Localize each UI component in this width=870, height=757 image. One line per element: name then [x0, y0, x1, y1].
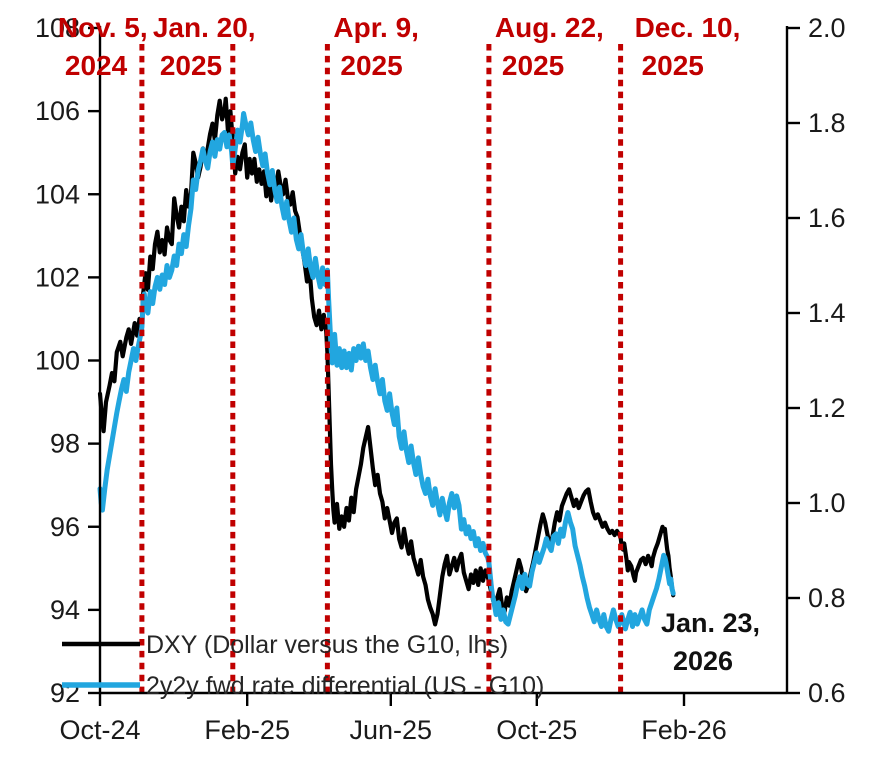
event-date-label-line1: Nov. 5, [58, 12, 148, 43]
x-axis-tick-label: Feb-25 [204, 715, 290, 745]
right-axis-tick-label: 2.0 [808, 13, 846, 43]
left-axis-tick-label: 96 [50, 512, 80, 542]
event-date-label-line2: 2024 [65, 50, 128, 81]
event-date-label-line1: Dec. 10, [635, 12, 741, 43]
right-axis-tick-label: 0.6 [808, 678, 846, 708]
right-axis-tick-label: 1.0 [808, 488, 846, 518]
right-axis-tick-label: 1.4 [808, 298, 846, 328]
left-axis-tick-label: 98 [50, 429, 80, 459]
event-lines-group [139, 44, 624, 693]
legend-label-differential: 2y2y fwd rate differential (US - G10) [146, 672, 544, 700]
event-date-label-line2: 2025 [160, 50, 222, 81]
event-date-label-line2: 2025 [502, 50, 564, 81]
left-axis-tick-label: 106 [35, 96, 80, 126]
right-axis-tick-label: 1.8 [808, 108, 846, 138]
series-lines-group [97, 96, 676, 634]
right-axis-tick-label: 0.8 [808, 583, 846, 613]
event-date-label-line2: 2025 [642, 50, 704, 81]
end-date-label-line2: 2026 [673, 646, 733, 676]
x-axis-tick-label: Feb-26 [641, 715, 727, 745]
left-axis-tick-label: 94 [50, 595, 80, 625]
left-axis-tick-label: 104 [35, 179, 80, 209]
rate-differential-line [97, 111, 676, 634]
legend-group: DXY (Dollar versus the G10, lhs) 2y2y fwd… [62, 631, 544, 700]
x-axis-tick-label: Oct-25 [496, 715, 577, 745]
right-axis-tick-label: 1.6 [808, 203, 846, 233]
event-labels-group: Nov. 5, 2024 Jan. 20, 2025 Apr. 9, 2025 Aug. 2… [58, 12, 741, 81]
left-axis-tick-label: 100 [35, 346, 80, 376]
end-date-label-line1: Jan. 23, [661, 608, 760, 638]
left-axis-tick-label: 102 [35, 262, 80, 292]
x-axis-tick-label: Jun-25 [350, 715, 433, 745]
end-annotation-group: Jan. 23, 2026 [661, 608, 760, 676]
event-date-label-line1: Jan. 20, [153, 12, 256, 43]
legend-label-dxy: DXY (Dollar versus the G10, lhs) [146, 631, 508, 659]
event-date-label-line1: Aug. 22, [495, 12, 604, 43]
right-axis-tick-label: 1.2 [808, 393, 846, 423]
event-date-label-line1: Apr. 9, [333, 12, 419, 43]
dxy-line [97, 96, 676, 627]
x-axis-tick-label: Oct-24 [59, 715, 140, 745]
left-axis-tick-label: 108 [35, 13, 80, 43]
event-date-label-line2: 2025 [340, 50, 402, 81]
